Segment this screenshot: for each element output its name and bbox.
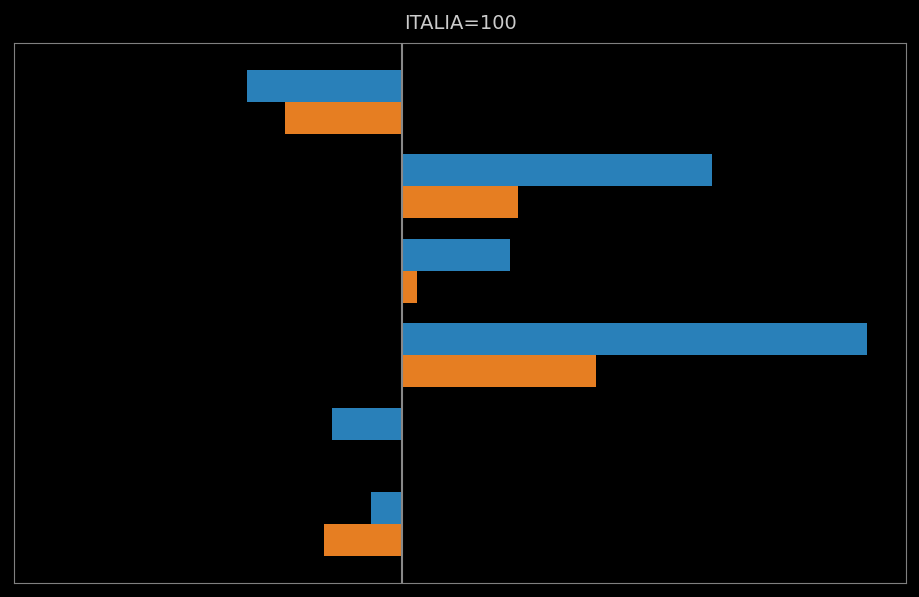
Bar bbox=[402, 154, 711, 186]
Bar bbox=[246, 70, 402, 102]
Bar bbox=[402, 239, 510, 270]
Bar bbox=[402, 186, 517, 219]
Title: ITALIA=100: ITALIA=100 bbox=[403, 14, 516, 33]
Bar bbox=[285, 102, 402, 134]
Bar bbox=[323, 524, 402, 556]
Bar bbox=[332, 408, 402, 439]
Bar bbox=[402, 270, 417, 303]
Bar bbox=[370, 492, 402, 524]
Bar bbox=[402, 323, 867, 355]
Bar bbox=[402, 355, 596, 387]
